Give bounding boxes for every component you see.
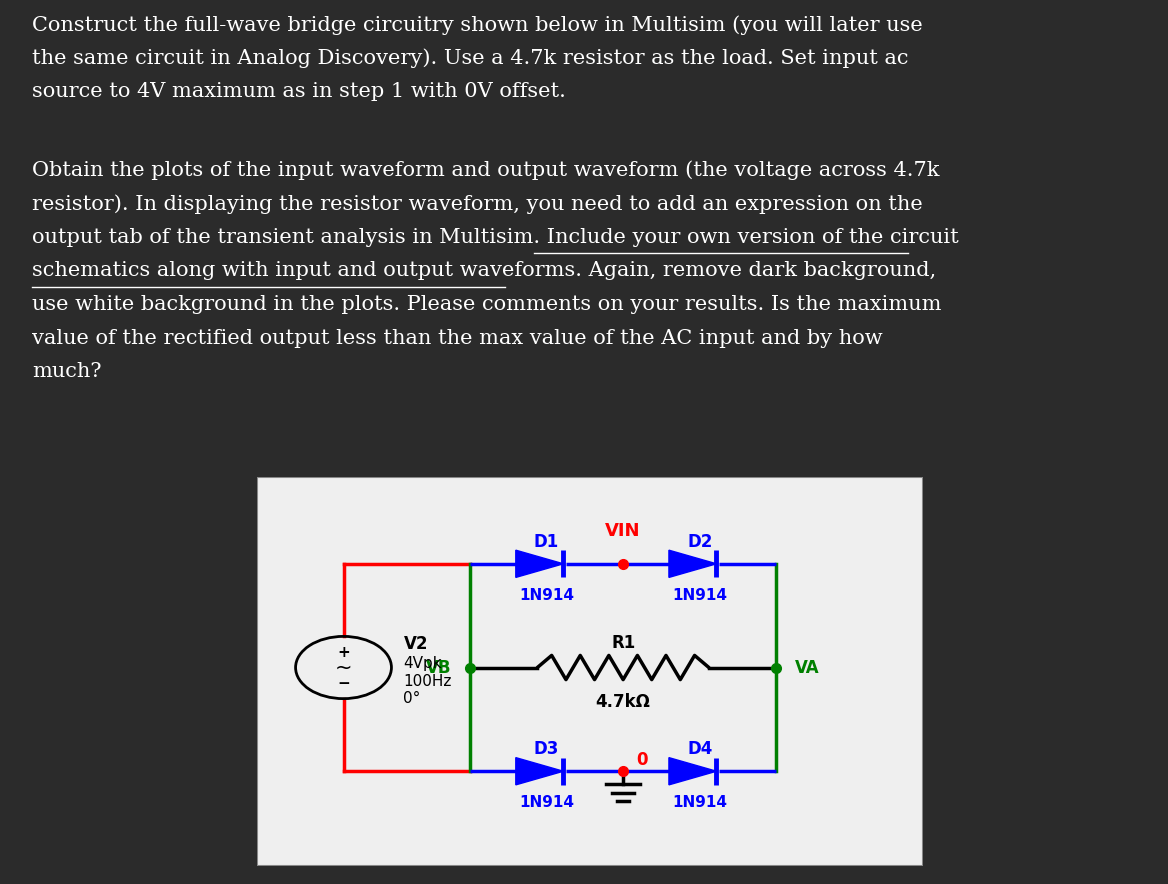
Text: schematics along with input and output waveforms. Again, remove dark background,: schematics along with input and output w… [33,262,937,280]
Text: 1N914: 1N914 [519,795,573,810]
Text: 1N914: 1N914 [673,795,728,810]
Text: value of the rectified output less than the max value of the AC input and by how: value of the rectified output less than … [33,329,883,347]
Text: the same circuit in Analog Discovery). Use a 4.7k resistor as the load. Set inpu: the same circuit in Analog Discovery). U… [33,49,909,68]
Text: D3: D3 [534,740,559,758]
Text: 1N914: 1N914 [673,588,728,603]
Text: output tab of the transient analysis in Multisim. Include your own version of th: output tab of the transient analysis in … [33,228,959,247]
FancyBboxPatch shape [257,477,923,866]
Text: 4.7kΩ: 4.7kΩ [596,693,651,712]
Text: Obtain the plots of the input waveform and output waveform (the voltage across 4: Obtain the plots of the input waveform a… [33,160,940,180]
Text: Construct the full-wave bridge circuitry shown below in Multisim (you will later: Construct the full-wave bridge circuitry… [33,15,923,34]
Text: +: + [338,645,350,660]
Text: VB: VB [426,659,451,676]
Text: VA: VA [795,659,820,676]
Text: use white background in the plots. Please comments on your results. Is the maxim: use white background in the plots. Pleas… [33,295,941,314]
Text: 0: 0 [637,751,648,769]
Text: VIN: VIN [605,522,641,540]
Polygon shape [516,550,563,577]
Text: 1N914: 1N914 [519,588,573,603]
Text: D4: D4 [687,740,712,758]
Text: D1: D1 [534,533,559,551]
Text: V2: V2 [403,635,427,652]
Text: 4Vpk: 4Vpk [403,656,442,671]
Text: ~: ~ [335,658,353,677]
Text: R1: R1 [611,635,635,652]
Polygon shape [516,758,563,785]
Text: 100Hz: 100Hz [403,674,452,689]
Polygon shape [669,758,716,785]
Polygon shape [669,550,716,577]
Text: source to 4V maximum as in step 1 with 0V offset.: source to 4V maximum as in step 1 with 0… [33,82,566,101]
Text: 0°: 0° [403,691,420,706]
Text: −: − [338,675,350,690]
Text: D2: D2 [687,533,712,551]
Text: much?: much? [33,362,102,381]
Text: resistor). In displaying the resistor waveform, you need to add an expression on: resistor). In displaying the resistor wa… [33,194,923,214]
